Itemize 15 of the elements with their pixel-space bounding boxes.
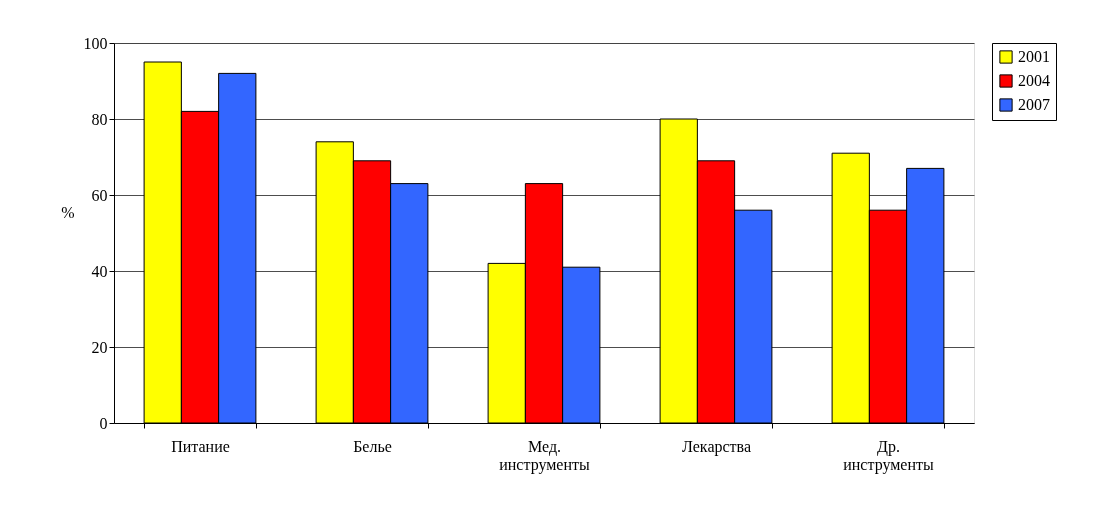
- x-tick-label: Лекарства: [681, 437, 752, 456]
- x-tick-label: Белье: [353, 437, 392, 455]
- y-tick-label: 20: [91, 338, 108, 356]
- y-tick-label: 100: [83, 34, 108, 52]
- y-tick-label: 40: [91, 262, 108, 280]
- legend-label: 2001: [1018, 48, 1050, 65]
- y-axis-title: %: [61, 203, 75, 221]
- y-tick-label: 60: [91, 186, 108, 204]
- x-tick-label: Др. инструменты: [843, 437, 935, 474]
- legend-label: 2007: [1018, 96, 1050, 113]
- y-tick-label: 80: [91, 110, 108, 128]
- legend-label: 2004: [1018, 72, 1050, 89]
- x-tick-label: Мед. инструменты: [499, 437, 591, 474]
- y-tick-label: 0: [99, 414, 108, 432]
- x-tick-label: Питание: [171, 437, 230, 455]
